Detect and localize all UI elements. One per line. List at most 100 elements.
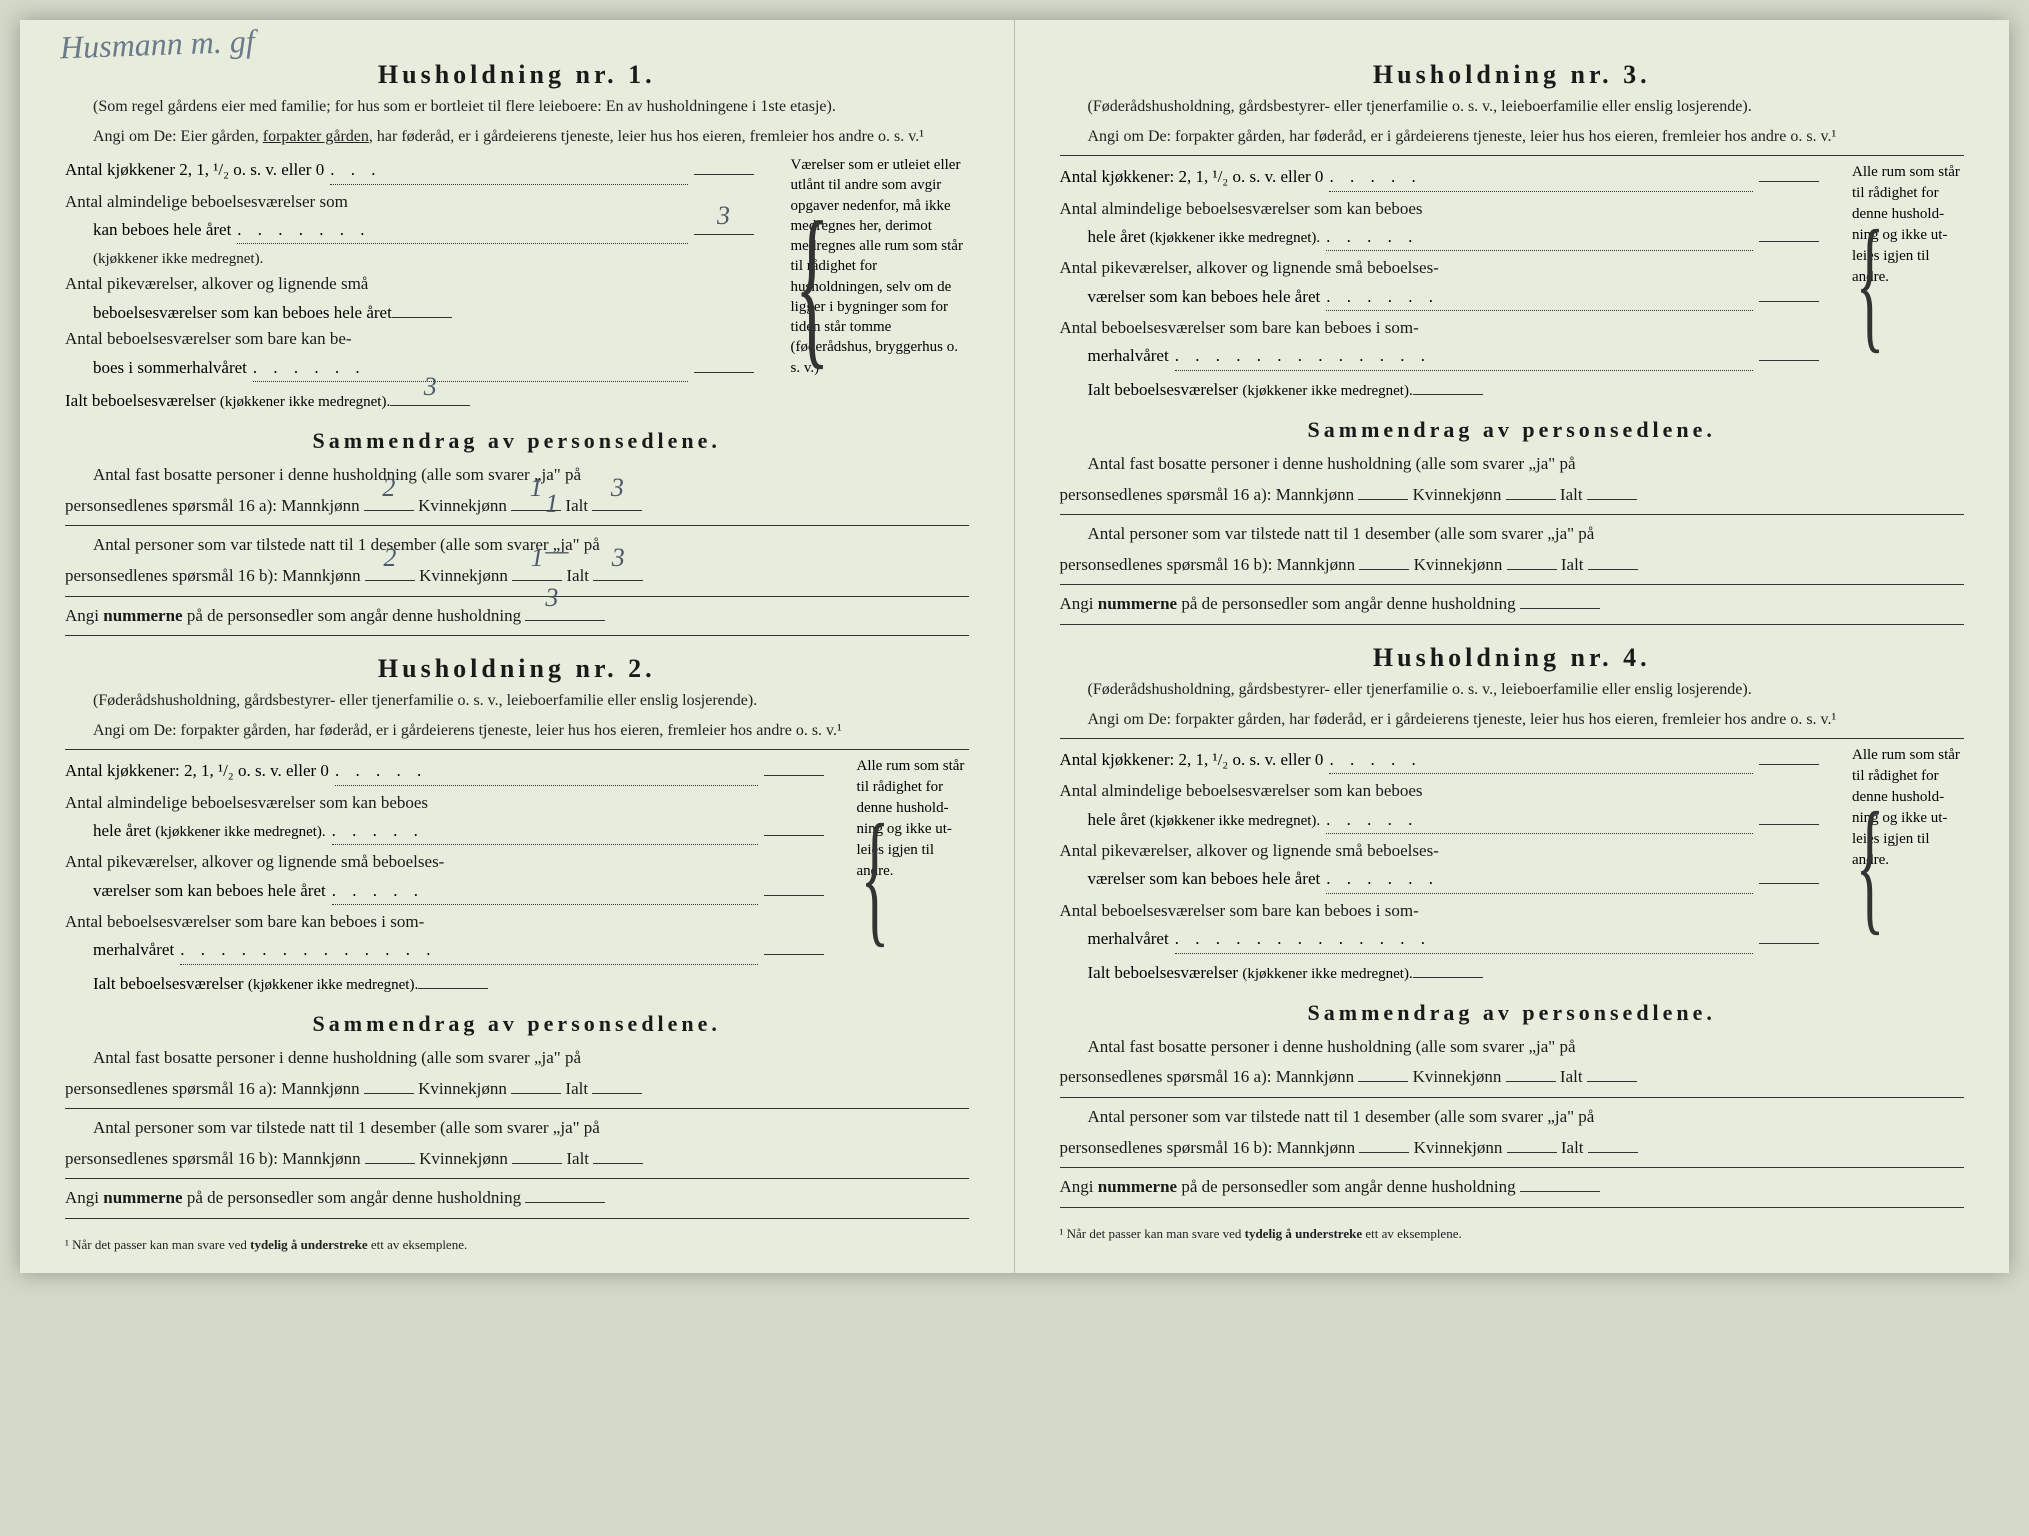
kitchen-blank-4	[1759, 745, 1819, 765]
dots: . . . . . .	[1326, 284, 1753, 311]
kvinne-a-value: 1	[530, 465, 543, 512]
mann-b-blank: 2	[365, 561, 415, 581]
ialt-a-value: 3	[611, 465, 624, 512]
summary-title-4: Sammendrag av personsedlene.	[1060, 1000, 1965, 1026]
ialt-blank-2	[418, 969, 488, 989]
kitchen-blank-3	[1759, 162, 1819, 182]
nummer-blank-4	[1520, 1172, 1600, 1192]
kitchen-label-3: Antal kjøkkener: 2, 1, ¹/₂ o. s. v. elle…	[1060, 164, 1324, 190]
kvinne-label-b: Kvinnekjønn	[419, 566, 508, 585]
household-1-subtitle: (Som regel gårdens eier med familie; for…	[65, 96, 969, 118]
rule	[1060, 1207, 1965, 1208]
household-1-title: Husholdning nr. 1.	[65, 60, 969, 90]
kvinne-label-3b: Kvinnekjønn	[1414, 555, 1503, 574]
rule	[65, 749, 969, 750]
ialt-label: Ialt beboelsesværelser	[65, 388, 216, 414]
rule	[65, 1218, 969, 1219]
nummerne-bold-3: nummerne	[1098, 594, 1177, 613]
rooms-line1-3: Antal almindelige beboelsesværelser som …	[1060, 196, 1820, 222]
ialt-blank-4a	[1587, 1062, 1637, 1082]
kitchen-label: Antal kjøkkener 2, 1, ¹/₂ o. s. v. eller…	[65, 157, 324, 183]
dots: . . . . .	[332, 878, 758, 905]
dots: . . . . . . . . . . . . .	[180, 937, 757, 964]
rule	[65, 1108, 969, 1109]
kvinne-blank-4	[1506, 1062, 1556, 1082]
angi-prefix: Angi om De: Eier gården,	[93, 128, 263, 145]
rule	[65, 635, 969, 636]
tilstede-line-3: Antal personer som var tilstede natt til…	[1060, 519, 1965, 550]
household-2-form: Antal kjøkkener: 2, 1, ¹/₂ o. s. v. elle…	[65, 756, 969, 997]
ialt-value: 3	[424, 367, 437, 407]
kitchen-blank-2	[764, 756, 824, 776]
brace-icon	[1834, 162, 1852, 403]
ialt-blank-3a	[1587, 480, 1637, 500]
census-document: Husmann m. gf Husholdning nr. 1. (Som re…	[20, 20, 2009, 1273]
tilstede-line2-2: personsedlenes spørsmål 16 b): Mannkjønn	[65, 1149, 361, 1168]
kvinne-blank	[511, 1074, 561, 1094]
tilstede-line2-4: personsedlenes spørsmål 16 b): Mannkjønn	[1060, 1138, 1356, 1157]
ialt-a-blank: 3	[592, 491, 642, 511]
dots: . . . . .	[335, 758, 758, 785]
dots: . . . . . . .	[237, 217, 687, 244]
angi-underlined: forpakter gården	[263, 128, 369, 145]
household-2-subtitle: (Føderådshusholdning, gårdsbestyrer- ell…	[65, 690, 969, 712]
ialt-blank-3b	[1588, 550, 1638, 570]
household-4: Husholdning nr. 4. (Føderådshusholdning,…	[1060, 643, 1965, 1208]
rooms-line2-2: hele året	[93, 818, 151, 844]
sommer-blank-4	[1759, 924, 1819, 944]
household-1-form-left: Antal kjøkkener 2, 1, ¹/₂ o. s. v. eller…	[65, 155, 754, 414]
fast-line2-3: personsedlenes spørsmål 16 a): Mannkjønn	[1060, 485, 1355, 504]
rooms-line2: kan beboes hele året	[93, 217, 231, 243]
dots: . . . . .	[332, 818, 758, 845]
kvinne-label-4: Kvinnekjønn	[1413, 1067, 1502, 1086]
rule	[65, 1178, 969, 1179]
rooms-line1: Antal almindelige beboelsesværelser som	[65, 189, 754, 215]
pike-line2-3: værelser som kan beboes hele året	[1088, 284, 1321, 310]
rooms-line2-3: hele året	[1088, 224, 1146, 250]
tilstede-line2-3: personsedlenes spørsmål 16 b): Mannkjønn	[1060, 555, 1356, 574]
rooms-line1-4: Antal almindelige beboelsesværelser som …	[1060, 778, 1820, 804]
household-4-angi: Angi om De: forpakter gården, har føderå…	[1060, 709, 1965, 731]
pike-line1-3: Antal pikeværelser, alkover og lignende …	[1060, 255, 1820, 281]
ialt-note-4: (kjøkkener ikke medregnet).	[1242, 963, 1412, 986]
fast-line-2: Antal fast bosatte personer i denne hush…	[65, 1043, 969, 1074]
sommer-line2-2: merhalvåret	[93, 937, 174, 963]
kvinne-blank-b	[512, 1144, 562, 1164]
rule	[1060, 738, 1965, 739]
rule	[65, 525, 969, 526]
household-1-angi: Angi om De: Eier gården, forpakter gårde…	[65, 126, 969, 148]
dots: . . . . .	[1329, 747, 1753, 774]
fast-line2-4: personsedlenes spørsmål 16 a): Mannkjønn	[1060, 1067, 1355, 1086]
rooms-blank-2	[764, 816, 824, 836]
dots: . . . . .	[1326, 807, 1753, 834]
ialt-note-3: (kjøkkener ikke medregnet).	[1242, 380, 1412, 403]
nummerne-bold: nummerne	[103, 606, 182, 625]
brace-icon	[1834, 745, 1852, 986]
household-2: Husholdning nr. 2. (Føderådshusholdning,…	[65, 654, 969, 1219]
mann-blank-3	[1358, 480, 1408, 500]
ialt-blank-4b	[1588, 1133, 1638, 1153]
fast-line: Antal fast bosatte personer i denne hush…	[65, 460, 969, 491]
nummerne-bold-2: nummerne	[103, 1188, 182, 1207]
ialt-blank-2b	[593, 1144, 643, 1164]
household-4-subtitle: (Føderådshusholdning, gårdsbestyrer- ell…	[1060, 679, 1965, 701]
rule	[1060, 584, 1965, 585]
household-3-angi: Angi om De: forpakter gården, har føderå…	[1060, 126, 1965, 148]
mann-a-blank: 2	[364, 491, 414, 511]
summary-title-3: Sammendrag av personsedlene.	[1060, 417, 1965, 443]
mann-blank-4	[1358, 1062, 1408, 1082]
nummer-value: 1 — 3	[545, 481, 585, 621]
ialt-b-value: 3	[612, 535, 625, 582]
rooms-line1-2: Antal almindelige beboelsesværelser som …	[65, 790, 824, 816]
pike-blank-3	[1759, 282, 1819, 302]
brace-icon	[769, 155, 787, 414]
kitchen-blank	[694, 155, 754, 175]
household-2-title: Husholdning nr. 2.	[65, 654, 969, 684]
tilstede-line-4: Antal personer som var tilstede natt til…	[1060, 1102, 1965, 1133]
pike-blank-2	[764, 876, 824, 896]
angi-suffix: , har føderåd, er i gård­eierens tjenest…	[369, 128, 924, 145]
rooms-value: 3	[717, 196, 730, 236]
ialt-label-3a: Ialt	[1560, 485, 1583, 504]
ialt-blank: 3	[390, 386, 470, 406]
ialt-label-3: Ialt beboelsesværelser	[1088, 377, 1239, 403]
